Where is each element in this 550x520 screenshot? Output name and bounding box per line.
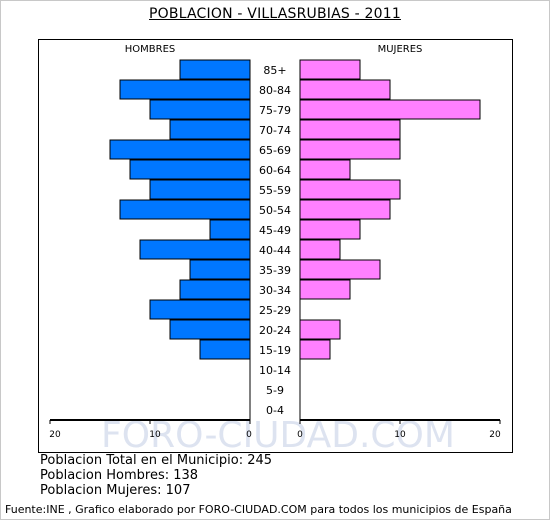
bar-female-35-39 [299,259,381,280]
bar-male-75-79 [149,99,251,120]
bar-female-30-34 [299,279,351,300]
bar-male-55-59 [149,179,251,200]
right-header: MUJERES [378,44,423,55]
tick-label-right-20: 20 [489,430,501,440]
age-label-40-44: 40-44 [259,244,291,257]
bar-female-75-79 [299,99,481,120]
age-label-70-74: 70-74 [259,124,291,137]
bar-male-60-64 [129,159,251,180]
age-label-55-59: 55-59 [259,184,291,197]
bar-male-65-69 [109,139,251,160]
tick-label-left-10: 10 [149,430,161,440]
bar-male-20-24 [169,319,251,340]
age-label-45-49: 45-49 [259,224,291,237]
bar-male-35-39 [189,259,251,280]
bar-male-85+ [179,59,251,80]
population-stats: Poblacion Total en el Municipio: 245 Pob… [40,453,272,498]
bar-male-45-49 [209,219,251,240]
age-label-60-64: 60-64 [259,164,291,177]
bar-female-50-54 [299,199,391,220]
stat-total: Poblacion Total en el Municipio: 245 [40,453,273,468]
bar-male-70-74 [169,119,251,140]
bar-female-55-59 [299,179,401,200]
age-label-50-54: 50-54 [259,204,291,217]
age-label-65-69: 65-69 [259,144,291,157]
bar-male-50-54 [119,199,251,220]
bar-female-45-49 [299,219,361,240]
bar-male-15-19 [199,339,251,360]
bar-male-80-84 [119,79,251,100]
bar-female-20-24 [299,319,341,340]
age-label-25-29: 25-29 [259,304,291,317]
bar-female-60-64 [299,159,351,180]
tick-label-left-20: 20 [49,430,61,440]
bar-female-65-69 [299,139,401,160]
bar-male-30-34 [179,279,251,300]
stat-females: Poblacion Mujeres: 107 [40,483,191,498]
bar-male-40-44 [139,239,251,260]
tick-label-left-0: 0 [246,430,252,440]
source-footer: Fuente:INE , Grafico elaborado por FORO-… [5,503,512,516]
age-label-20-24: 20-24 [259,324,291,337]
age-label-35-39: 35-39 [259,264,291,277]
tick-label-right-10: 10 [394,430,406,440]
age-label-30-34: 30-34 [259,284,291,297]
age-label-5-9: 5-9 [266,384,284,397]
age-label-10-14: 10-14 [259,364,291,377]
bar-female-80-84 [299,79,391,100]
age-label-85+: 85+ [263,64,286,77]
bar-female-70-74 [299,119,401,140]
bar-male-25-29 [149,299,251,320]
left-header: HOMBRES [125,44,176,55]
chart-title: POBLACION - VILLASRUBIAS - 2011 [149,6,401,22]
bar-female-85+ [299,59,361,80]
bar-female-40-44 [299,239,341,260]
age-label-0-4: 0-4 [266,404,284,417]
age-label-15-19: 15-19 [259,344,291,357]
age-label-75-79: 75-79 [259,104,291,117]
tick-label-right-0: 0 [297,430,303,440]
bar-female-15-19 [299,339,331,360]
stat-males: Poblacion Hombres: 138 [40,468,199,483]
watermark: FORO-CIUDAD.COM [101,415,455,456]
age-label-80-84: 80-84 [259,84,291,97]
